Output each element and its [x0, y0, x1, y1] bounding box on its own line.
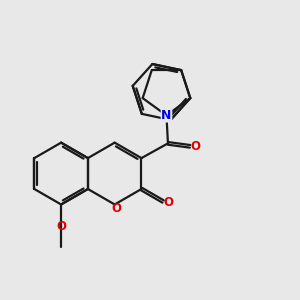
Text: O: O — [164, 196, 173, 208]
Text: O: O — [190, 140, 200, 153]
Text: N: N — [161, 109, 172, 122]
Text: O: O — [111, 202, 121, 214]
Text: O: O — [56, 220, 66, 233]
